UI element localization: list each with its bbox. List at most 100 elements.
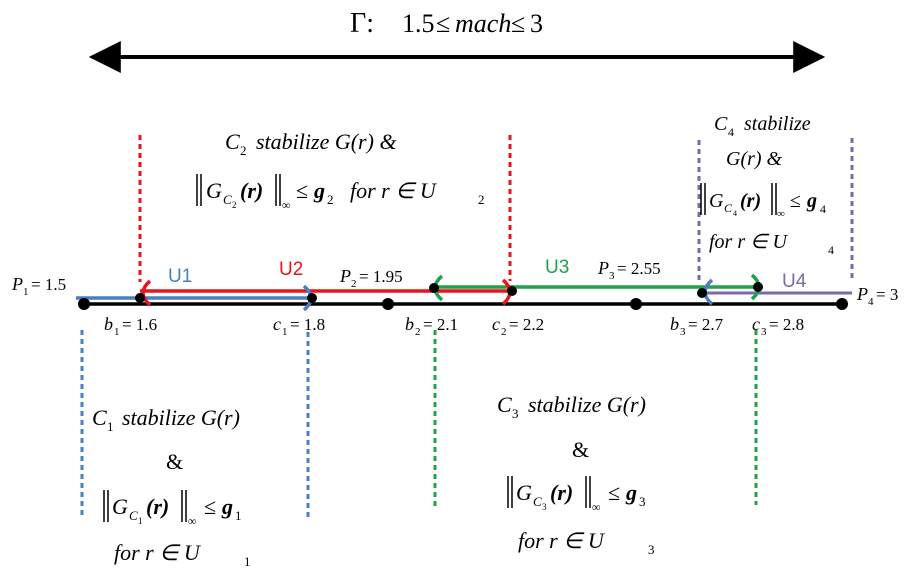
- label-c2: c 2 = 2.2: [492, 314, 544, 338]
- svg-text:≤: ≤: [296, 178, 308, 203]
- svg-text:G: G: [516, 480, 532, 505]
- svg-text:≤: ≤: [790, 190, 801, 212]
- svg-text:1: 1: [282, 326, 288, 338]
- range-high: 3: [530, 9, 543, 38]
- svg-text:g: g: [806, 190, 817, 212]
- svg-text:(r): (r): [146, 494, 169, 519]
- svg-text:C: C: [129, 508, 138, 523]
- svg-text:for r ∈ U: for r ∈ U: [114, 540, 202, 565]
- svg-text:∞: ∞: [188, 514, 197, 528]
- svg-text:g: g: [221, 494, 233, 519]
- condition-c1: C 1 stabilize G(r) & G C 1 (r) ∞ ≤ g 1 f…: [92, 405, 251, 569]
- svg-text:= 3: = 3: [876, 285, 898, 304]
- svg-text:P: P: [597, 258, 609, 278]
- svg-text:3: 3: [639, 494, 646, 509]
- svg-text:= 1.8: = 1.8: [290, 315, 325, 334]
- svg-text:3: 3: [680, 326, 686, 338]
- range-title: Γ: 1.5 ≤ mach ≤ 3: [350, 8, 543, 39]
- svg-text:C: C: [225, 129, 240, 154]
- label-p3: P 3 = 2.55: [597, 258, 661, 282]
- svg-text:c: c: [273, 314, 281, 334]
- svg-text:c: c: [752, 314, 760, 334]
- condition-c4: C 4 stabilize G(r) & G C 4 (r) ∞ ≤ g 4 f…: [700, 113, 834, 257]
- svg-text:4: 4: [728, 125, 734, 139]
- point-b3: [697, 288, 707, 298]
- svg-text:&: &: [572, 437, 589, 462]
- svg-text:C: C: [223, 192, 232, 207]
- range-var: mach: [455, 9, 511, 38]
- svg-text:= 1.95: = 1.95: [359, 267, 403, 286]
- svg-text:for r ∈ U: for r ∈ U: [350, 178, 438, 203]
- svg-text:∞: ∞: [777, 208, 785, 220]
- svg-text:1: 1: [235, 508, 242, 523]
- svg-text:b: b: [104, 314, 113, 334]
- svg-text:c: c: [492, 314, 500, 334]
- point-p4: [836, 298, 848, 310]
- svg-text:2: 2: [232, 200, 237, 210]
- svg-text:(r): (r): [550, 480, 573, 505]
- point-b1: [135, 293, 145, 303]
- svg-text:2: 2: [415, 326, 421, 338]
- svg-text:= 2.2: = 2.2: [509, 315, 544, 334]
- svg-text:1: 1: [114, 326, 120, 338]
- svg-text:3: 3: [761, 326, 767, 338]
- gamma-label: Γ:: [350, 8, 374, 39]
- u3-label: U3: [545, 257, 569, 278]
- label-b3: b 3 = 2.7: [670, 314, 724, 338]
- svg-text:G(r) &: G(r) &: [726, 148, 783, 170]
- svg-text:C: C: [724, 201, 733, 215]
- point-c2: [507, 286, 517, 296]
- svg-text:b: b: [670, 314, 679, 334]
- svg-text:2: 2: [351, 278, 357, 290]
- svg-text:b: b: [405, 314, 414, 334]
- svg-text:∞: ∞: [282, 198, 291, 212]
- svg-text:= 2.8: = 2.8: [769, 315, 804, 334]
- svg-text:1: 1: [138, 516, 143, 526]
- condition-c3: C 3 stabilize G(r) & G C 3 (r) ∞ ≤ g 3 f…: [497, 392, 655, 557]
- svg-text:C: C: [497, 392, 512, 417]
- svg-text:= 1.6: = 1.6: [122, 315, 157, 334]
- point-c1: [307, 293, 317, 303]
- label-c1: c 1 = 1.8: [273, 314, 325, 338]
- svg-text:&: &: [166, 449, 183, 474]
- svg-text:1: 1: [244, 554, 251, 569]
- svg-text:2: 2: [501, 326, 507, 338]
- svg-text:= 1.5: = 1.5: [31, 275, 66, 294]
- svg-text:P: P: [856, 284, 868, 304]
- svg-text:≤: ≤: [608, 480, 620, 505]
- svg-text:3: 3: [542, 502, 547, 512]
- svg-text:(r): (r): [740, 190, 761, 212]
- svg-text:g: g: [313, 178, 325, 203]
- svg-text:(r): (r): [240, 178, 263, 203]
- svg-text:3: 3: [648, 542, 655, 557]
- svg-text:1: 1: [107, 419, 114, 434]
- point-c3: [753, 282, 763, 292]
- svg-text:∞: ∞: [592, 500, 601, 514]
- svg-text:C: C: [714, 113, 728, 135]
- point-b2: [429, 283, 439, 293]
- svg-text:P: P: [339, 266, 351, 286]
- svg-text:P: P: [11, 274, 23, 294]
- svg-text:stabilize G(r): stabilize G(r): [122, 405, 240, 430]
- point-p1: [78, 298, 90, 310]
- range-low: 1.5: [402, 9, 435, 38]
- u1-label: U1: [168, 266, 192, 287]
- u4-label: U4: [782, 271, 807, 292]
- label-p4: P 4 = 3: [856, 284, 898, 308]
- label-b1: b 1 = 1.6: [104, 314, 157, 338]
- svg-text:3: 3: [512, 406, 519, 421]
- svg-text:g: g: [625, 480, 637, 505]
- condition-c2: C 2 stabilize G(r) & G C 2 (r) ∞ ≤ g 2 f…: [196, 129, 485, 212]
- label-p2: P 2 = 1.95: [339, 266, 403, 290]
- point-mid-1: [382, 298, 394, 310]
- svg-text:G: G: [709, 190, 724, 212]
- svg-text:4: 4: [733, 209, 737, 218]
- svg-text:4: 4: [868, 296, 874, 308]
- svg-text:stabilize G(r): stabilize G(r): [528, 392, 646, 417]
- svg-text:C: C: [92, 405, 107, 430]
- svg-text:= 2.1: = 2.1: [423, 315, 458, 334]
- svg-text:G: G: [112, 494, 128, 519]
- svg-text:C: C: [533, 494, 542, 509]
- svg-text:2: 2: [240, 143, 247, 158]
